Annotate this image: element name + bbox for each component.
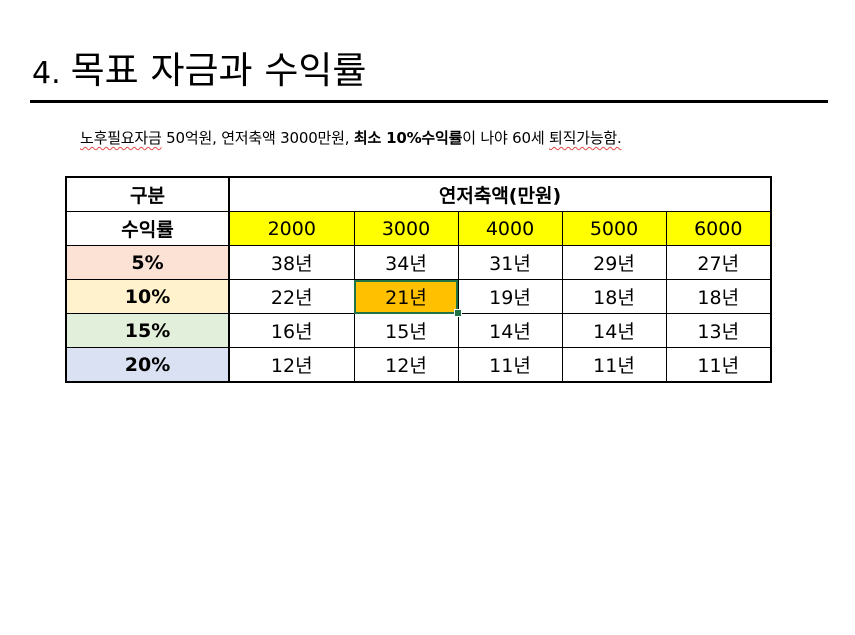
column-header[interactable]: 6000 <box>665 211 773 246</box>
group-header[interactable]: 연저축액(만원) <box>228 176 773 212</box>
value-cell[interactable]: 31년 <box>457 245 563 280</box>
slide-number: 4. <box>32 56 61 91</box>
value-cell[interactable]: 16년 <box>228 313 355 348</box>
title-divider <box>30 100 828 103</box>
value-cell[interactable]: 38년 <box>228 245 355 280</box>
rate-cell[interactable]: 5% <box>65 245 230 280</box>
column-header[interactable]: 3000 <box>353 211 459 246</box>
table-row: 5% 38년 34년 31년 29년 27년 <box>65 245 773 280</box>
value-cell[interactable]: 34년 <box>353 245 459 280</box>
selected-value-text: 21년 <box>385 287 427 309</box>
table-row: 20% 12년 12년 11년 11년 11년 <box>65 347 773 383</box>
value-cell[interactable]: 19년 <box>457 279 563 314</box>
corner-header-bottom[interactable]: 수익률 <box>65 211 230 246</box>
rate-cell[interactable]: 20% <box>65 347 230 383</box>
column-header[interactable]: 2000 <box>228 211 355 246</box>
subtitle: 노후필요자금 50억원, 연저축액 3000만원, 최소 10%수익률이 나야 … <box>80 127 622 148</box>
value-cell[interactable]: 12년 <box>228 347 355 383</box>
savings-table: 구분 연저축액(만원) 수익률 2000 3000 4000 5000 6000… <box>65 176 773 383</box>
value-cell[interactable]: 15년 <box>353 313 459 348</box>
table-row: 10% 22년 21년 19년 18년 18년 <box>65 279 773 317</box>
value-cell[interactable]: 29년 <box>561 245 667 280</box>
value-cell[interactable]: 13년 <box>665 313 773 348</box>
value-cell[interactable]: 14년 <box>457 313 563 348</box>
column-header[interactable]: 5000 <box>561 211 667 246</box>
slide-title: 4. 목표 자금과 수익률 <box>32 40 366 96</box>
slide-title-text: 목표 자금과 수익률 <box>70 49 367 92</box>
value-cell[interactable]: 22년 <box>228 279 355 314</box>
table-row: 15% 16년 15년 14년 14년 13년 <box>65 313 773 348</box>
subtitle-bold: 최소 10%수익률 <box>353 129 463 147</box>
value-cell[interactable]: 11년 <box>665 347 773 383</box>
value-cell[interactable]: 11년 <box>457 347 563 383</box>
subtitle-part3: 이 나야 60세 <box>462 129 550 147</box>
subtitle-part2: 50억원, 연저축액 3000만원, <box>161 129 354 147</box>
rate-cell[interactable]: 15% <box>65 313 230 348</box>
value-cell[interactable]: 12년 <box>353 347 459 383</box>
corner-header-top[interactable]: 구분 <box>65 176 230 212</box>
value-cell[interactable]: 27년 <box>665 245 773 280</box>
value-cell[interactable]: 18년 <box>665 279 773 314</box>
selected-value-cell[interactable]: 21년 <box>353 279 462 317</box>
subtitle-part4: 퇴직가능함. <box>549 129 622 147</box>
value-cell[interactable]: 14년 <box>561 313 667 348</box>
column-header[interactable]: 4000 <box>457 211 563 246</box>
value-cell[interactable]: 11년 <box>561 347 667 383</box>
fill-handle[interactable] <box>453 309 462 317</box>
rate-cell[interactable]: 10% <box>65 279 230 314</box>
subtitle-part1: 노후필요자금 <box>80 129 162 147</box>
value-cell[interactable]: 18년 <box>561 279 667 314</box>
